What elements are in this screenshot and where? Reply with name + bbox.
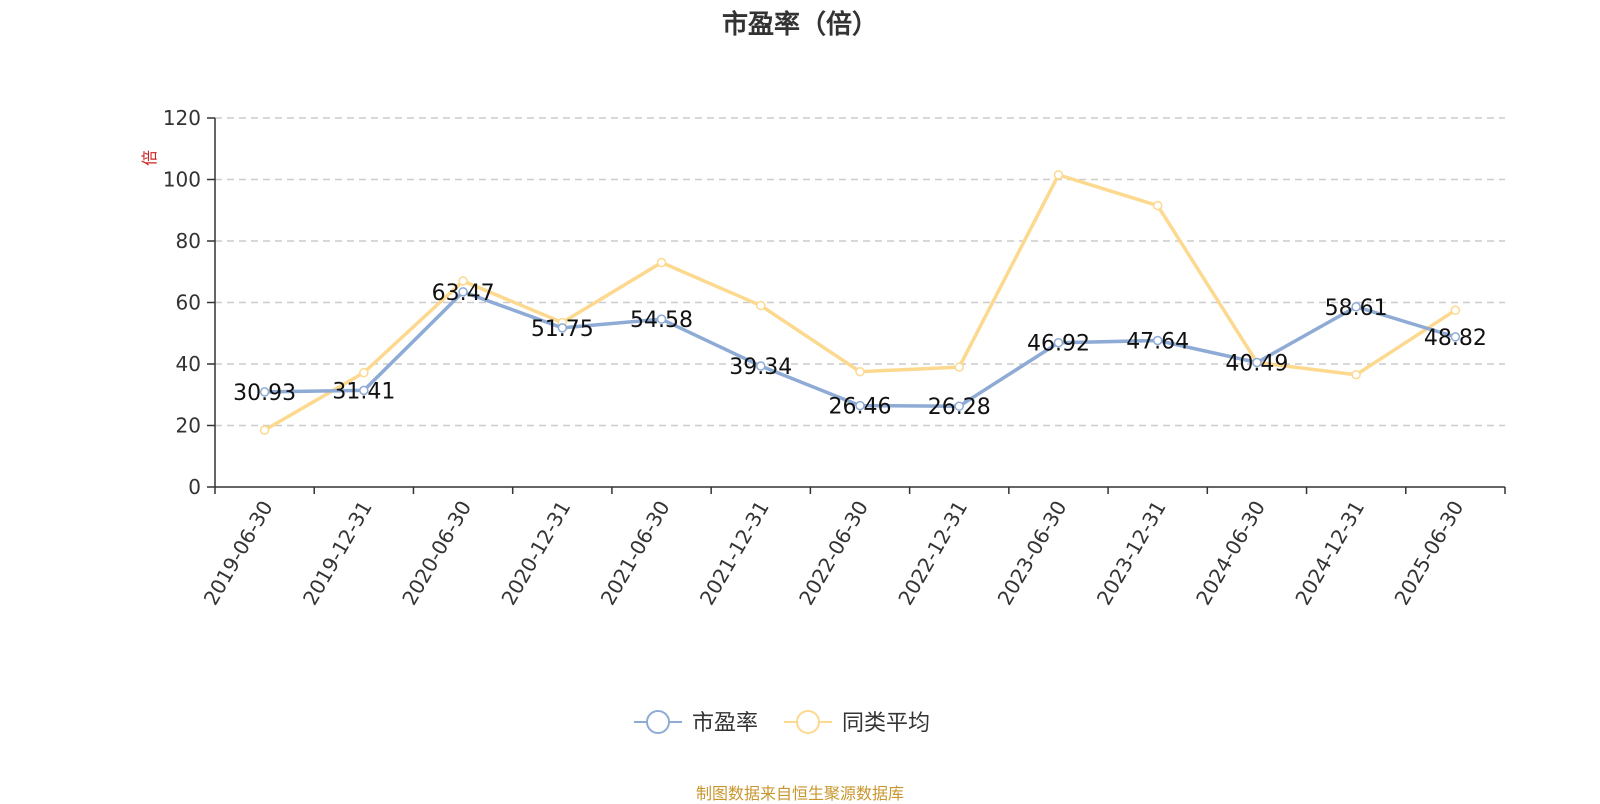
legend-label: 市盈率 xyxy=(692,711,758,736)
data-point xyxy=(1450,305,1461,315)
data-point xyxy=(1053,337,1064,348)
data-point xyxy=(756,300,766,311)
y-tick-label: 80 xyxy=(176,229,201,253)
x-tick-label: 2021-06-30 xyxy=(596,497,675,610)
data-point xyxy=(1152,200,1163,211)
grid-layer xyxy=(215,117,1505,427)
legend: 市盈率 同类平均 xyxy=(634,710,930,736)
chart-title: 市盈率（倍） xyxy=(721,10,878,40)
legend-marker xyxy=(796,710,820,734)
x-tick-label: 2019-12-31 xyxy=(298,497,377,610)
data-point xyxy=(1351,370,1361,380)
data-point xyxy=(359,385,369,396)
data-point xyxy=(458,287,468,297)
data-point xyxy=(1450,332,1461,342)
y-tick-label: 40 xyxy=(176,352,201,376)
y-tick-label: 20 xyxy=(176,414,201,438)
data-point xyxy=(954,401,964,411)
data-point xyxy=(656,314,667,324)
data-label: 30.93 xyxy=(233,381,296,406)
y-tick-label: 0 xyxy=(188,475,201,499)
x-tick-label: 2019-06-30 xyxy=(199,497,278,610)
data-label: 63.47 xyxy=(432,281,495,306)
x-tick-label: 2023-12-31 xyxy=(1092,497,1171,610)
data-point xyxy=(656,257,667,268)
data-point xyxy=(954,362,964,372)
data-point xyxy=(756,361,766,371)
data-label: 26.28 xyxy=(928,395,991,420)
data-point xyxy=(1351,302,1361,312)
x-tick-label: 2024-12-31 xyxy=(1290,497,1369,610)
data-label: 26.46 xyxy=(829,395,892,420)
pe-ratio-line-chart: 0 20 40 60 80 100 120 倍 2019-06-30 2019-12-31 2020… xyxy=(140,106,1506,736)
data-label-layer: 30.93 31.41 63.47 51.75 54.58 39.34 26.46 26.28… xyxy=(233,281,1487,420)
legend-marker xyxy=(646,710,670,734)
data-label: 39.34 xyxy=(729,355,792,380)
x-tick-label: 2022-12-31 xyxy=(893,496,972,609)
data-label: 40.49 xyxy=(1225,351,1288,376)
x-tick-label: 2022-06-30 xyxy=(794,497,873,610)
series-line xyxy=(264,290,1456,408)
data-label: 46.92 xyxy=(1027,332,1090,357)
data-point xyxy=(1152,335,1163,346)
legend-item: 同类平均 xyxy=(784,710,930,736)
data-label: 47.64 xyxy=(1126,330,1189,355)
data-label: 48.82 xyxy=(1424,326,1487,351)
data-label: 58.61 xyxy=(1325,296,1388,321)
x-tick-label: 2020-12-31 xyxy=(496,497,575,610)
data-point xyxy=(855,366,865,377)
data-point xyxy=(1252,357,1262,368)
data-point xyxy=(259,387,270,397)
source-note: 制图数据来自恒生聚源数据库 xyxy=(695,784,904,803)
series-layer xyxy=(259,170,1461,435)
data-point xyxy=(458,276,468,286)
y-tick-label: 120 xyxy=(163,106,201,130)
data-point xyxy=(557,323,568,333)
data-point xyxy=(359,367,369,378)
data-label: 54.58 xyxy=(630,308,693,333)
y-tick-label: 100 xyxy=(163,168,201,192)
axis-layer: 0 20 40 60 80 100 120 倍 2019-06-30 2019-12-31 2020… xyxy=(140,106,1506,610)
x-tick-label: 2023-06-30 xyxy=(993,497,1072,610)
data-label: 51.75 xyxy=(531,317,594,342)
y-tick-label: 60 xyxy=(176,291,201,315)
legend-item: 市盈率 xyxy=(634,710,758,736)
data-label: 31.41 xyxy=(332,379,395,404)
x-tick-label: 2024-06-30 xyxy=(1191,497,1270,610)
x-tick-label: 2021-12-31 xyxy=(695,497,774,610)
data-point xyxy=(259,425,270,435)
data-point xyxy=(1053,170,1064,180)
x-tick-label: 2025-06-30 xyxy=(1389,497,1468,610)
x-tick-label: 2020-06-30 xyxy=(397,496,476,609)
legend-label: 同类平均 xyxy=(842,711,930,736)
data-point xyxy=(855,400,865,411)
y-axis-title: 倍 xyxy=(140,150,159,166)
